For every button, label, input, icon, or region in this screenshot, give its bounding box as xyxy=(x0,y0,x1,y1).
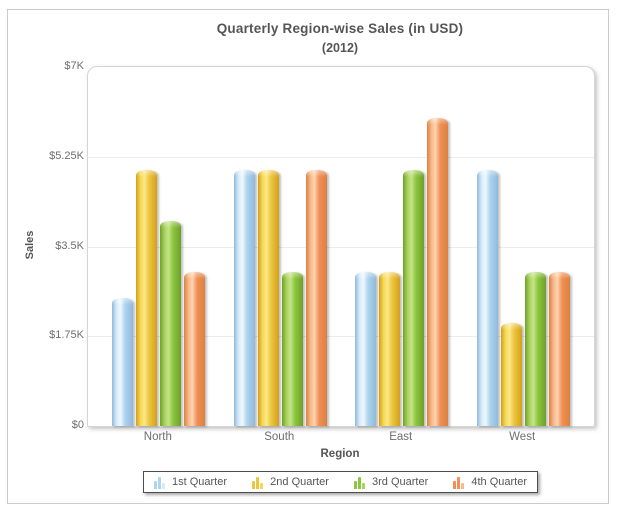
bar-group-east xyxy=(355,67,449,426)
bar-west-4th-quarter[interactable] xyxy=(548,272,570,426)
bar-east-3rd-quarter[interactable] xyxy=(403,169,425,426)
bar-east-2nd-quarter[interactable] xyxy=(379,272,401,426)
legend-item-3rd-quarter[interactable]: 3rd Quarter xyxy=(353,476,429,489)
chart-subtitle: (2012) xyxy=(321,41,359,55)
legend-icon-bar xyxy=(158,476,161,489)
legend-icon-bar xyxy=(461,482,465,489)
mini-bar-chart-icon xyxy=(353,476,365,489)
legend-icon-bar xyxy=(353,480,357,489)
legend-item-2nd-quarter[interactable]: 2nd Quarter xyxy=(252,476,329,489)
y-tick-label: $1.75K xyxy=(49,329,84,342)
legend-item-4th-quarter[interactable]: 4th Quarter xyxy=(453,476,527,489)
legend-icon-bar xyxy=(361,482,365,489)
legend-icon-bar xyxy=(162,482,165,489)
legend-item-label: 1st Quarter xyxy=(172,476,228,488)
x-category-label: North xyxy=(143,431,172,443)
bar-group-north xyxy=(112,67,206,426)
x-category-label: South xyxy=(264,431,295,443)
legend-icon-bar xyxy=(154,480,157,489)
legend-icon-bar xyxy=(256,476,260,489)
bar-east-4th-quarter[interactable] xyxy=(427,118,449,426)
legend-item-1st-quarter[interactable]: 1st Quarter xyxy=(154,476,227,489)
gridline xyxy=(88,246,594,248)
legend-item-label: 2nd Quarter xyxy=(270,476,329,488)
plot-area xyxy=(87,66,595,427)
legend-icon-bar xyxy=(252,480,256,489)
bar-south-1st-quarter[interactable] xyxy=(233,169,255,426)
chart-title: Quarterly Region-wise Sales (in USD) xyxy=(216,21,464,36)
x-axis-title: Region xyxy=(320,448,360,460)
y-tick-label: $7K xyxy=(64,60,84,72)
legend-icon-bar xyxy=(457,476,461,489)
bar-group-west xyxy=(476,67,570,426)
legend-icon-bar xyxy=(260,482,264,489)
bar-north-4th-quarter[interactable] xyxy=(184,272,206,426)
mini-bar-chart-icon xyxy=(154,476,165,489)
y-tick-label: $5.25K xyxy=(49,149,84,162)
bar-south-4th-quarter[interactable] xyxy=(305,169,327,426)
bar-north-2nd-quarter[interactable] xyxy=(136,169,158,426)
legend: 1st Quarter 2nd Quarter 3rd Quarter 4th Qua… xyxy=(143,471,538,493)
mini-bar-chart-icon xyxy=(252,476,264,489)
x-category-label: West xyxy=(509,431,536,443)
y-tick-label: $0 xyxy=(71,419,84,431)
mini-bar-chart-icon xyxy=(453,476,465,489)
legend-item-label: 4th Quarter xyxy=(471,476,527,488)
bar-west-2nd-quarter[interactable] xyxy=(500,323,522,426)
legend-icon-bar xyxy=(453,480,457,489)
legend-item-label: 3rd Quarter xyxy=(371,476,429,488)
bar-group-south xyxy=(233,67,327,426)
bar-east-1st-quarter[interactable] xyxy=(355,272,377,426)
bar-north-3rd-quarter[interactable] xyxy=(160,220,182,426)
x-category-label: East xyxy=(389,431,413,443)
bar-west-3rd-quarter[interactable] xyxy=(524,272,546,426)
bar-south-2nd-quarter[interactable] xyxy=(257,169,279,426)
bar-north-1st-quarter[interactable] xyxy=(112,297,134,426)
gridline xyxy=(88,336,594,338)
bar-west-1st-quarter[interactable] xyxy=(476,169,498,426)
bar-south-3rd-quarter[interactable] xyxy=(281,272,303,426)
legend-icon-bar xyxy=(357,476,361,489)
gridline xyxy=(88,156,594,158)
y-tick-label: $3.5K xyxy=(55,239,84,252)
